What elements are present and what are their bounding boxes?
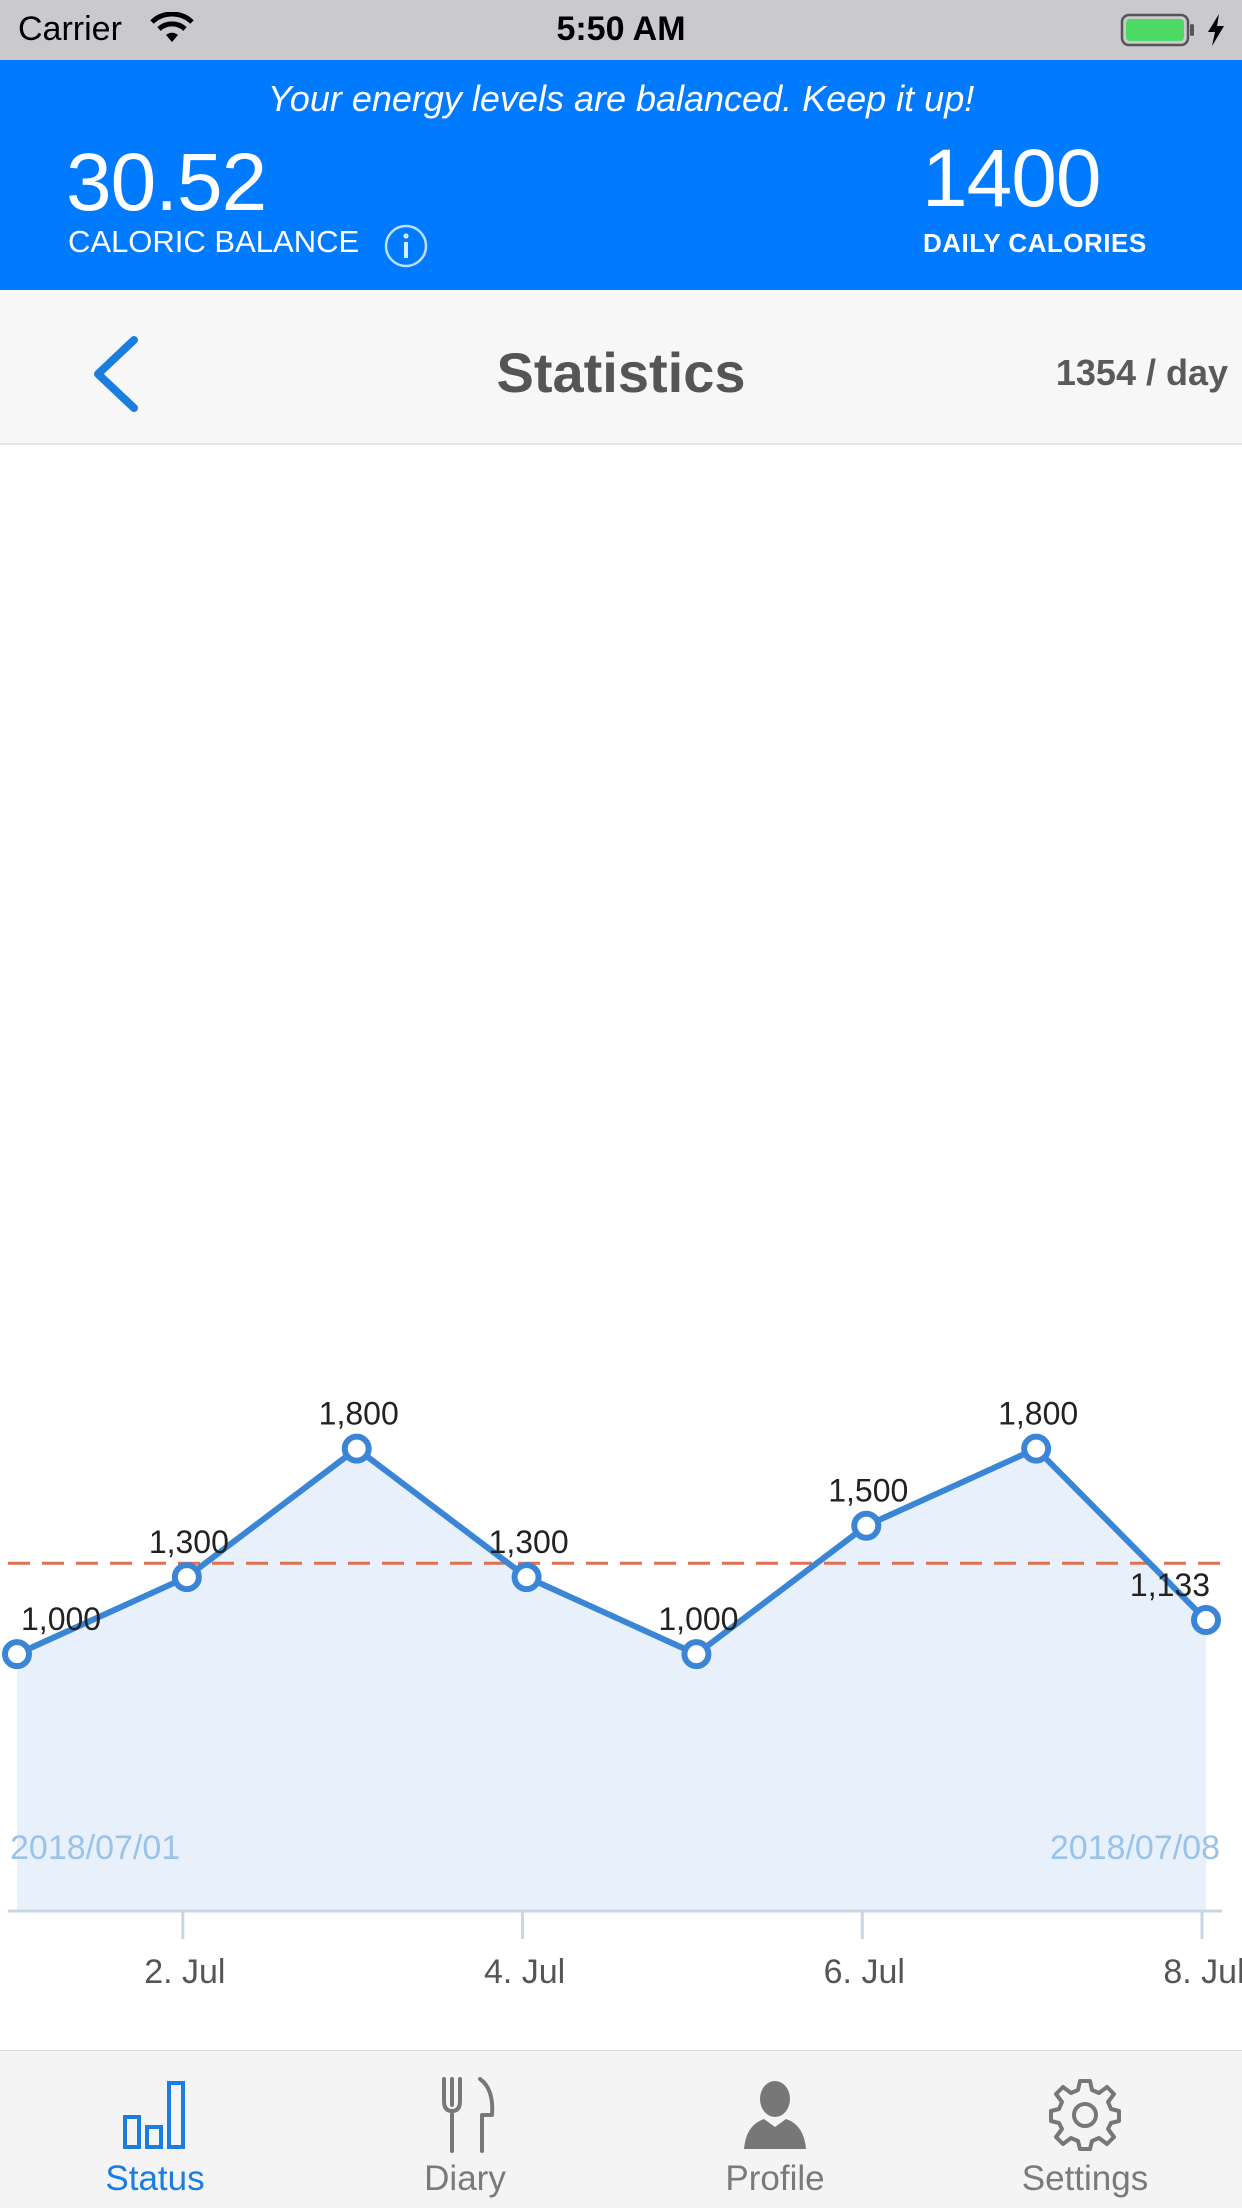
average-per-day: 1354 / day xyxy=(1055,352,1228,393)
clock: 5:50 AM xyxy=(556,10,686,48)
tab-profile[interactable]: Profile xyxy=(620,2051,930,2208)
tab-settings[interactable]: Settings xyxy=(930,2051,1240,2208)
data-point xyxy=(341,1433,372,1464)
data-point xyxy=(1191,1604,1221,1635)
caloric-balance-label: CALORIC BALANCE xyxy=(68,224,360,259)
x-tick-label: 8. Jul xyxy=(1163,1953,1242,1991)
tab-bar: Status Diary Profile Settings xyxy=(0,2050,1242,2208)
back-chevron-icon[interactable] xyxy=(86,334,146,414)
range-end-label: 2018/07/08 xyxy=(1050,1829,1220,1867)
data-point xyxy=(1021,1433,1052,1464)
daily-calories-label: DAILY CALORIES xyxy=(923,228,1147,258)
tab-diary[interactable]: Diary xyxy=(310,2051,620,2208)
daily-calories-value: 1400 xyxy=(922,133,1101,224)
tab-status-label: Status xyxy=(105,2159,205,2198)
data-label: 1,800 xyxy=(998,1396,1078,1432)
chart-svg: 2018/07/01 2018/07/08 2. Jul 4. Jul 6. Jul 8.… xyxy=(2,1396,1242,1991)
carrier-label: Carrier xyxy=(18,10,122,48)
range-start-label: 2018/07/01 xyxy=(10,1829,180,1867)
data-label: 1,000 xyxy=(21,1601,101,1637)
x-tick-label: 4. Jul xyxy=(484,1953,565,1991)
data-label: 1,500 xyxy=(828,1473,908,1509)
data-label: 1,133 xyxy=(1130,1567,1210,1603)
data-point xyxy=(511,1562,542,1593)
data-label: 1,800 xyxy=(319,1396,399,1432)
series-line xyxy=(15,1445,1209,1658)
data-point xyxy=(851,1510,882,1541)
tab-status[interactable]: Status xyxy=(0,2051,310,2208)
bar-chart-icon xyxy=(123,2081,185,2149)
gear-icon xyxy=(1049,2079,1121,2151)
data-point xyxy=(681,1639,712,1670)
person-icon xyxy=(744,2081,806,2149)
data-point xyxy=(2,1639,32,1670)
x-tick-label: 6. Jul xyxy=(824,1953,905,1991)
area-fill xyxy=(17,1448,1206,1911)
navigation-bar: Statistics 1354 / day xyxy=(0,290,1242,445)
battery-icon xyxy=(1120,13,1194,47)
data-label: 1,300 xyxy=(489,1524,569,1560)
fork-knife-icon xyxy=(442,2077,495,2153)
tab-diary-label: Diary xyxy=(424,2159,506,2198)
info-icon[interactable] xyxy=(383,223,429,269)
page-title: Statistics xyxy=(496,341,746,404)
status-bar: Carrier 5:50 AM xyxy=(0,0,1242,60)
charging-bolt-icon xyxy=(1208,14,1224,46)
data-point xyxy=(171,1562,202,1593)
wifi-icon xyxy=(150,12,194,42)
banner-message: Your energy levels are balanced. Keep it… xyxy=(267,78,975,119)
statistics-chart: 2018/07/01 2018/07/08 2. Jul 4. Jul 6. Jul 8.… xyxy=(0,447,1242,2050)
energy-banner: Your energy levels are balanced. Keep it… xyxy=(0,60,1242,290)
tab-settings-label: Settings xyxy=(1021,2159,1149,2198)
data-label: 1,300 xyxy=(149,1524,229,1560)
tab-profile-label: Profile xyxy=(725,2159,825,2198)
x-tick-label: 2. Jul xyxy=(144,1953,225,1991)
data-label: 1,000 xyxy=(658,1601,738,1637)
caloric-balance-value: 30.52 xyxy=(66,137,267,228)
